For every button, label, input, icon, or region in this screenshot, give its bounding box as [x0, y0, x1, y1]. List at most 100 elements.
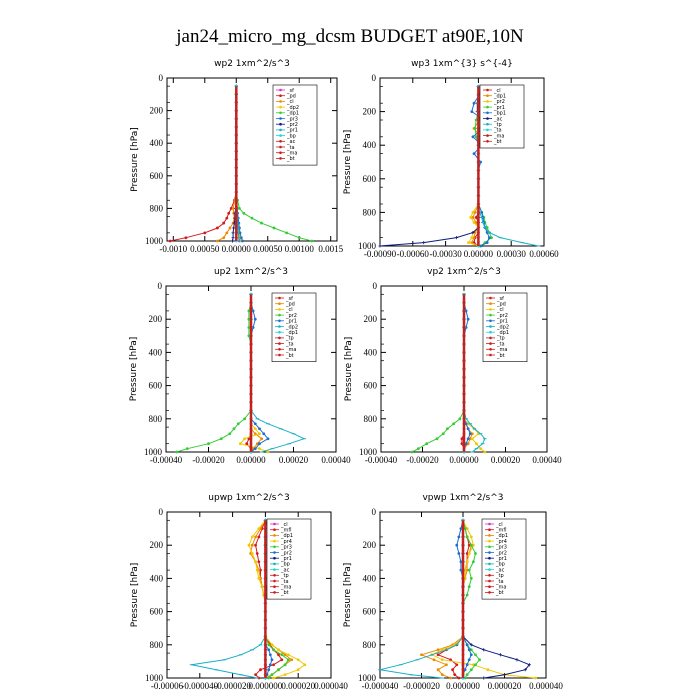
data-point — [185, 447, 189, 451]
data-point — [268, 653, 272, 657]
data-point — [286, 658, 290, 662]
data-point — [455, 663, 459, 667]
data-point — [457, 552, 461, 555]
data-point — [283, 663, 287, 667]
y-tick-label: 200 — [149, 314, 163, 324]
data-point — [463, 577, 467, 580]
data-point — [222, 221, 226, 225]
data-point — [527, 663, 531, 667]
legend-label: _ta — [285, 341, 294, 347]
legend-label: _ma — [280, 585, 291, 591]
y-axis-label: Pressure [hPa] — [344, 337, 354, 402]
legend-label: _dp1 — [280, 533, 293, 539]
y-tick-label: 800 — [363, 207, 377, 217]
data-point — [215, 226, 219, 230]
data-point — [230, 239, 235, 243]
data-point — [465, 527, 469, 530]
legend-marker — [273, 522, 276, 526]
legend-label: _dp2 — [286, 105, 299, 111]
chart-panel: vpwp 1xm^2/s^3 Pressure [hPa] 0 200 400 600 80… — [343, 493, 563, 691]
y-tick-label: 600 — [363, 174, 377, 184]
legend-marker — [279, 122, 282, 126]
legend-label: _cl — [493, 88, 501, 94]
data-point — [258, 427, 261, 431]
legend-label: _bt — [495, 590, 504, 596]
data-point — [425, 442, 429, 446]
data-point — [469, 648, 473, 652]
legend-marker — [489, 319, 492, 323]
data-point — [243, 437, 247, 441]
y-tick-label: 600 — [149, 381, 163, 391]
data-point — [470, 236, 474, 240]
data-point — [247, 334, 251, 338]
legend-marker — [486, 94, 489, 97]
data-point — [471, 230, 475, 235]
data-point — [277, 653, 280, 657]
data-point — [486, 668, 490, 672]
legend-label: _ac — [493, 116, 503, 122]
legend-label: _pr1 — [286, 128, 298, 134]
y-tick-label: 200 — [364, 314, 378, 324]
y-tick-label: 800 — [150, 640, 164, 650]
legend-marker — [278, 325, 281, 328]
data-point — [464, 326, 468, 329]
data-point — [455, 543, 459, 547]
panel-title: up2 1xm^2/s^3 — [214, 267, 288, 277]
legend-marker — [489, 330, 492, 334]
legend-label: _ma — [493, 133, 504, 139]
data-point — [283, 653, 287, 657]
data-point — [479, 447, 482, 451]
data-point — [465, 568, 469, 572]
data-point — [258, 442, 261, 446]
legend-label: _bt — [496, 353, 505, 359]
data-point — [231, 231, 235, 235]
data-point — [225, 231, 229, 235]
legend-label: _ac — [286, 139, 296, 145]
data-point — [502, 673, 507, 677]
data-point — [422, 241, 426, 245]
legend-label: _ma — [496, 347, 507, 353]
data-point — [467, 658, 471, 662]
legend-marker — [488, 545, 491, 549]
data-point — [272, 226, 276, 230]
x-tick-label: 0.00040 — [532, 455, 562, 465]
legend-marker — [279, 111, 282, 115]
data-point — [258, 447, 261, 451]
data-point — [466, 442, 470, 446]
data-point — [464, 422, 468, 426]
legend-marker — [278, 348, 281, 351]
x-tick-label: -0.00040 — [365, 455, 398, 465]
legend-label: _tp — [285, 336, 294, 342]
legend-marker — [273, 585, 276, 588]
data-point — [283, 673, 287, 677]
legend-marker — [488, 574, 491, 577]
data-point — [472, 101, 476, 105]
x-tick-label: -0.00040 — [150, 455, 183, 465]
legend-label: _bt — [493, 139, 502, 145]
data-point — [250, 535, 254, 539]
data-point — [253, 427, 257, 431]
legend-label: _pr1 — [280, 556, 292, 562]
y-tick-label: 600 — [150, 171, 164, 181]
panel-title: vp2 1xm^2/s^3 — [427, 267, 501, 277]
legend-marker — [278, 319, 281, 323]
data-point — [231, 207, 235, 210]
legend-marker — [489, 308, 492, 311]
data-point — [469, 643, 473, 647]
legend-marker — [488, 556, 491, 560]
data-point — [474, 653, 477, 657]
legend-marker — [279, 117, 282, 120]
data-point — [286, 653, 290, 657]
legend-marker — [489, 353, 492, 357]
panels-group: wp2 1xm^2/s^3 Pressure [hPa] 0 200 400 600 800… — [129, 59, 563, 691]
data-point — [242, 211, 246, 215]
series-path — [379, 86, 479, 247]
y-tick-label: 800 — [364, 414, 378, 424]
data-point — [472, 221, 476, 224]
data-point — [250, 216, 254, 220]
y-axis-label: Pressure [hPa] — [343, 130, 353, 195]
data-point — [247, 317, 251, 321]
data-point — [310, 239, 314, 243]
legend-label: _pr4 — [280, 539, 292, 545]
legend-marker — [279, 88, 282, 92]
